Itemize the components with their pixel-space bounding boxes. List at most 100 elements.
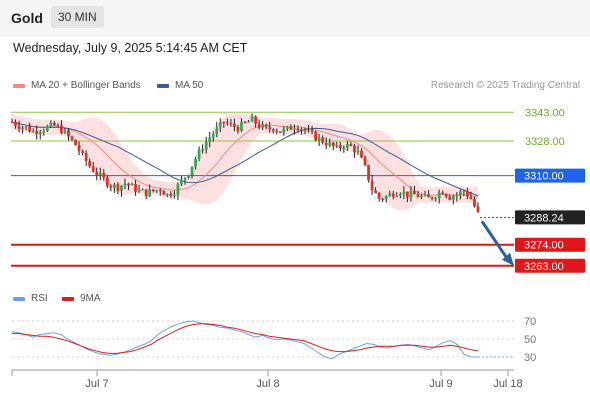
candle-body: [123, 183, 127, 186]
candle-body: [338, 145, 342, 149]
level-labels-layer: 3343.00 3328.00 3310.00 3288.24 3274.00 3263.…: [515, 107, 585, 273]
candle-body: [172, 194, 176, 196]
candle-body: [268, 127, 272, 130]
legend-ma50-label: MA 50: [175, 80, 204, 91]
candle-body: [441, 192, 445, 195]
legend-ma50: MA 50: [157, 80, 203, 91]
candle-body: [81, 151, 85, 153]
legend-ma20: MA 20 + Bollinger Bands: [13, 80, 141, 91]
legend-ma20-label: MA 20 + Bollinger Bands: [31, 80, 141, 91]
candle-body: [137, 189, 141, 192]
projection-arrow-layer: [480, 220, 514, 266]
candle-body: [282, 128, 286, 133]
candle-body: [469, 196, 473, 199]
candle-body: [275, 130, 279, 132]
candle-body: [116, 184, 120, 191]
candle-body: [367, 164, 370, 181]
candle-body: [105, 177, 109, 186]
candle-body: [356, 150, 360, 153]
candle-body: [303, 128, 307, 131]
candle-body: [109, 185, 113, 188]
candle-body: [155, 190, 159, 192]
candle-body: [28, 126, 32, 132]
candle-body: [67, 130, 70, 137]
level-label: 3274.00: [524, 240, 564, 252]
candle-body: [324, 142, 328, 146]
candle-body: [88, 161, 92, 167]
timeframe-button[interactable]: 30 MIN: [51, 6, 104, 28]
candle-body: [257, 123, 261, 128]
candle-body: [476, 206, 480, 212]
candle-body: [448, 196, 452, 200]
candle-body: [353, 145, 356, 153]
candle-body: [444, 194, 448, 197]
candle-body: [388, 193, 392, 197]
candle-body: [409, 190, 413, 198]
candle-body: [42, 130, 46, 133]
x-tick-label: Jul 8: [256, 378, 279, 390]
level-label-bg: [515, 258, 585, 273]
candle-body: [204, 142, 208, 150]
candle-body: [91, 166, 95, 172]
candle-body: [208, 137, 212, 143]
candle-body: [211, 134, 215, 138]
candle-body: [183, 177, 187, 180]
candle-body: [190, 166, 194, 175]
candle-body: [169, 193, 173, 196]
rsi-line: [11, 320, 478, 360]
candle-body: [222, 121, 226, 123]
level-label: 3328.00: [525, 136, 565, 148]
candle-body: [229, 123, 233, 125]
candle-body: [395, 195, 399, 197]
candle-body: [278, 131, 282, 133]
candle-body: [240, 121, 243, 132]
candle-body: [342, 147, 346, 149]
candle-body: [307, 130, 310, 132]
candle-body: [31, 131, 35, 133]
level-label: 3288.24: [524, 212, 564, 224]
candle-body: [243, 121, 247, 123]
candle-body: [405, 191, 409, 198]
candle-body: [430, 197, 434, 199]
candle-body: [381, 198, 385, 200]
candle-body: [434, 198, 438, 200]
candle-body: [427, 194, 430, 198]
legend-rsi-ma: 9MA: [62, 293, 101, 304]
candle-body: [247, 121, 250, 123]
x-axis: Jul 7 Jul 8 Jul 9 Jul 18: [11, 369, 523, 390]
x-tick-label: Jul 9: [429, 378, 452, 390]
legend-rsi-label: RSI: [31, 293, 48, 304]
candle-body: [21, 127, 24, 129]
x-tick-label: Jul 7: [85, 378, 108, 390]
candle-body: [38, 132, 42, 134]
candle-body: [56, 125, 60, 127]
level-label-bg: [515, 237, 585, 252]
legend-rsi-ma-label: 9MA: [80, 293, 101, 304]
level-label-bg: [515, 210, 585, 225]
candle-body: [95, 171, 99, 176]
candle-body: [233, 123, 236, 128]
candle-body: [402, 191, 406, 195]
candle-body: [285, 126, 289, 129]
instrument-title: Gold: [11, 10, 43, 26]
rsi-tick-label: 50: [524, 334, 536, 346]
candle-body: [49, 122, 53, 127]
candle-body: [35, 131, 39, 134]
candle-body: [423, 194, 427, 196]
level-label: 3343.00: [525, 107, 565, 119]
candle-body: [466, 191, 469, 197]
candle-body: [84, 152, 88, 162]
moving-average-layer: [11, 121, 479, 198]
candle-body: [102, 172, 106, 178]
candle-body: [112, 184, 116, 188]
rsi-tick-label: 70: [524, 316, 536, 328]
candle-body: [254, 116, 257, 124]
candle-body: [250, 116, 254, 122]
research-credit: Research © 2025 Trading Central: [430, 80, 580, 91]
candle-layer: [10, 113, 480, 213]
candle-body: [458, 191, 462, 196]
candle-body: [293, 128, 296, 130]
candle-body: [331, 142, 335, 147]
candle-body: [24, 126, 28, 128]
